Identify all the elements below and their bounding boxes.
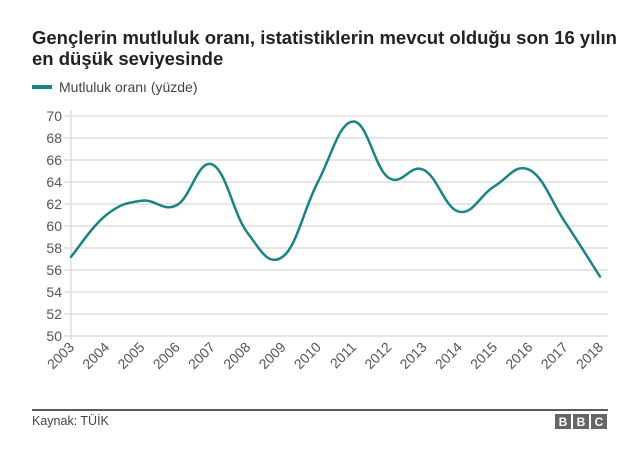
x-tick-label: 2007: [185, 339, 218, 372]
x-tick-label: 2013: [396, 339, 429, 372]
series-line: [69, 120, 602, 278]
x-tick-label: 2016: [502, 339, 535, 372]
legend-swatch: [32, 85, 52, 89]
x-tick-label: 2017: [538, 339, 571, 372]
legend-label: Mutluluk oranı (yüzde): [59, 79, 198, 95]
x-tick-label: 2011: [327, 339, 360, 372]
gridlines: [64, 110, 608, 340]
y-tick-label: 56: [46, 262, 62, 278]
line-chart: 50 52 54 56 58 60 62 64 66 68 70 2003 2004 2005 2006 2…: [44, 108, 608, 372]
y-tick-label: 64: [46, 174, 62, 190]
y-tick-label: 62: [46, 196, 62, 212]
y-tick-label: 50: [46, 328, 62, 344]
x-tick-label: 2012: [361, 339, 394, 372]
x-axis-ticks: 2003 2004 2005 2006 2007 2008 2009 2010 2011 2012…: [44, 339, 606, 372]
chart-title: Gençlerin mutluluk oranı, istatistikleri…: [32, 27, 617, 69]
y-tick-label: 60: [46, 218, 62, 234]
x-tick-label: 2015: [467, 339, 500, 372]
y-tick-label: 68: [46, 130, 62, 146]
x-tick-label: 2004: [79, 339, 112, 372]
x-tick-label: 2018: [573, 339, 606, 372]
bbc-logo-letter: B: [573, 414, 589, 429]
legend: Mutluluk oranı (yüzde): [32, 79, 198, 95]
x-tick-label: 2005: [114, 339, 147, 372]
bbc-logo-letter: C: [591, 414, 607, 429]
x-tick-label: 2010: [291, 339, 324, 372]
y-tick-label: 70: [46, 108, 62, 124]
bbc-logo: B B C: [555, 414, 607, 429]
x-tick-label: 2006: [150, 339, 183, 372]
x-tick-label: 2009: [255, 339, 288, 372]
y-tick-label: 58: [46, 240, 62, 256]
y-tick-label: 52: [46, 306, 62, 322]
x-tick-label: 2008: [220, 339, 253, 372]
y-tick-label: 66: [46, 152, 62, 168]
bbc-logo-letter: B: [555, 414, 571, 429]
y-axis-ticks: 50 52 54 56 58 60 62 64 66 68 70: [46, 108, 62, 344]
source-text: Kaynak: TÜİK: [32, 414, 109, 428]
y-tick-label: 54: [46, 284, 62, 300]
x-tick-label: 2014: [432, 339, 465, 372]
footer-divider: [32, 409, 608, 411]
